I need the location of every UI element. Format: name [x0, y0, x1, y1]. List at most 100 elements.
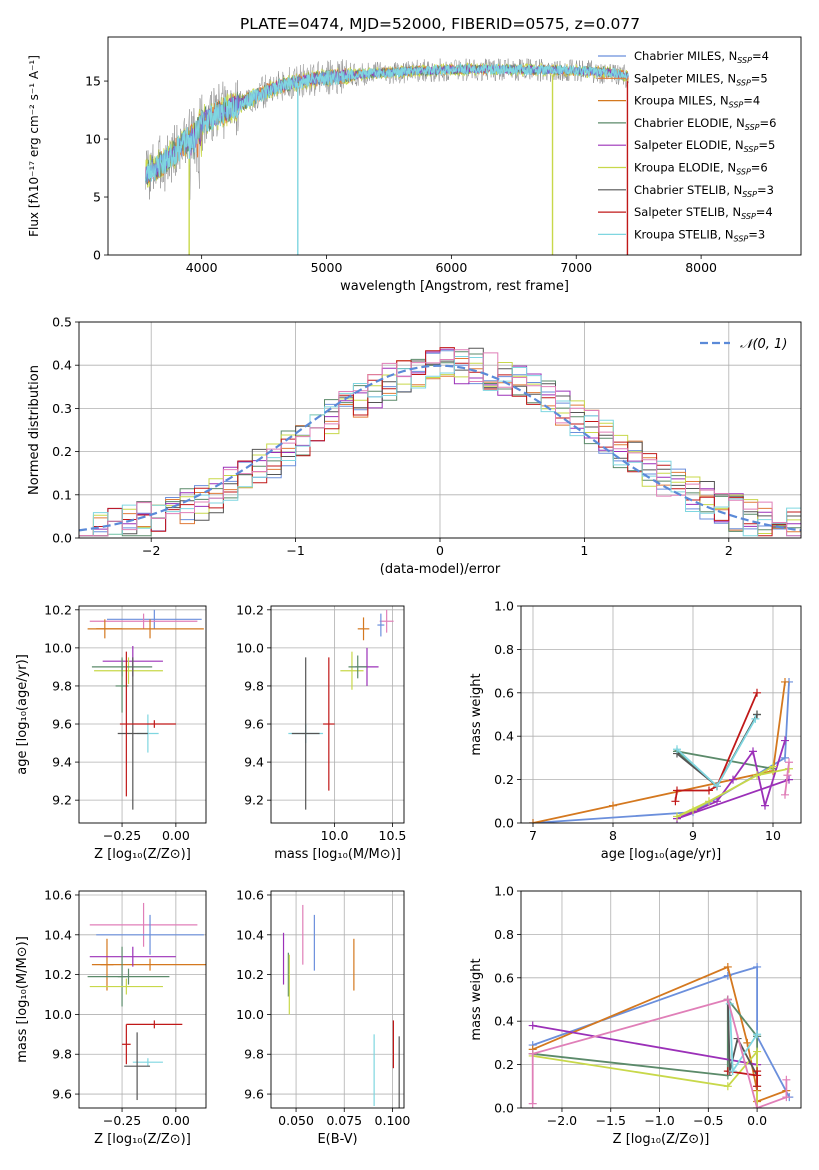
weight-marker [749, 747, 757, 756]
y-tick-label: 9.6 [244, 717, 264, 732]
age-vs-Z-points [87, 609, 204, 810]
weight-marker [723, 1082, 732, 1091]
y-tick-label: 10.4 [44, 927, 72, 942]
x-tick-label: 0.075 [326, 1113, 362, 1128]
y-tick-label: 0.6 [494, 970, 514, 985]
legend-entry: Chabrier MILES, NSSP=4 [634, 49, 769, 65]
weight-marker [528, 1021, 537, 1030]
weight-marker [753, 1067, 762, 1076]
axes-frame [270, 890, 405, 1109]
y-tick-label: 10.6 [44, 887, 72, 902]
y-tick-label: 9.6 [52, 1087, 72, 1102]
y-axis-label: mass [log₁₀(M/M⊙)] [15, 936, 30, 1063]
weight-marker [785, 758, 793, 767]
x-axis-label: E(B-V) [317, 1132, 357, 1147]
weight-marker [781, 790, 789, 799]
y-tick-label: 9.8 [52, 678, 72, 693]
y-tick-label: 10.2 [44, 602, 72, 617]
histogram-series [79, 356, 801, 537]
y-tick-label: 0.4 [494, 1014, 514, 1029]
normal-curve [79, 364, 801, 532]
x-tick-label: 7000 [560, 260, 592, 275]
y-tick-label: 0.5 [52, 315, 72, 330]
x-tick-label: 7 [529, 828, 537, 843]
y-axis-label: Normed distribution [27, 365, 42, 495]
weight-marker [528, 1099, 537, 1108]
x-axis-label: wavelength [Angstrom, rest frame] [340, 279, 569, 294]
weight-marker [609, 801, 617, 810]
histogram-group [79, 347, 801, 537]
y-axis-label: Flux [fλ10⁻¹⁷ erg cm⁻² s⁻¹ A⁻¹] [27, 55, 41, 237]
weight-marker [781, 753, 789, 762]
y-tick-label: 10.4 [236, 927, 264, 942]
weight-marker [705, 797, 713, 806]
y-tick-label: 0.8 [494, 927, 514, 942]
y-tick-label: 0.4 [52, 358, 72, 373]
y-tick-label: 0.3 [52, 401, 72, 416]
x-tick-label: 0.00 [162, 1113, 190, 1128]
weight-marker [769, 762, 777, 771]
massweight-vs-age-axes: 7 8 9 10 0.0 0.2 0.4 0.6 0.8 1.0 age [log₁₀(age/yr… [469, 599, 802, 862]
y-tick-label: 15 [85, 74, 101, 89]
weight-marker [753, 1030, 762, 1039]
y-tick-label: 0.4 [494, 729, 514, 744]
weight-marker [753, 962, 762, 971]
x-tick-label: 0.0 [747, 1113, 767, 1128]
weight-marker [673, 812, 681, 821]
weight-series [532, 681, 786, 823]
weight-series [532, 681, 790, 823]
y-tick-label: 0.2 [52, 444, 72, 459]
weight-marker [729, 775, 737, 784]
weight-marker [723, 995, 732, 1004]
y-axis-label: mass weight [469, 958, 484, 1040]
x-tick-label: −0.5 [693, 1113, 723, 1128]
legend-entry: Chabrier STELIB, NSSP=3 [634, 183, 774, 199]
y-tick-label: 9.8 [244, 678, 264, 693]
x-axis-label: (data-model)/error [380, 562, 501, 577]
y-tick-label: 0.0 [52, 531, 72, 546]
x-tick-label: 10.0 [321, 828, 349, 843]
x-tick-label: 5000 [311, 260, 343, 275]
y-tick-label: 0.0 [494, 1101, 514, 1116]
weight-marker [673, 745, 681, 754]
axes-frame [107, 36, 802, 256]
x-tick-label: −0.25 [103, 828, 141, 843]
legend-entry: Salpeter STELIB, NSSP=4 [634, 205, 773, 221]
weight-marker [528, 1049, 537, 1058]
residuals-legend: 𝒩(0, 1) [700, 337, 787, 352]
weight-series [676, 714, 758, 788]
weight-series [726, 999, 758, 1076]
axes-frame [78, 321, 802, 539]
legend-entry: 𝒩(0, 1) [740, 337, 787, 352]
y-tick-label: 1.0 [494, 599, 514, 614]
weight-series [676, 765, 790, 818]
weight-series [532, 1049, 758, 1108]
weight-marker [743, 1038, 752, 1047]
x-tick-label: 0 [436, 543, 444, 558]
weight-marker [753, 771, 761, 780]
weight-marker [753, 688, 761, 697]
axes-frame [270, 605, 405, 824]
weight-marker [753, 710, 761, 719]
weight-marker [728, 1067, 737, 1076]
age-vs-mass-axes: 10.0 10.5 9.2 9.4 9.6 9.8 10.0 10.2 mass [log₁₀(… [236, 602, 406, 862]
legend-entry: Kroupa ELODIE, NSSP=6 [634, 161, 768, 177]
x-tick-label: −2 [142, 543, 160, 558]
x-axis-label: Z [log₁₀(Z/Z⊙)] [94, 847, 191, 862]
age-vs-mass-points [288, 609, 394, 810]
y-tick-label: 10.0 [44, 640, 72, 655]
weight-series [676, 718, 757, 788]
x-tick-label: 6000 [435, 260, 467, 275]
weight-marker [671, 797, 680, 806]
x-tick-label: 8000 [685, 260, 717, 275]
massweight-vs-Z-axes: −2.0 −1.5 −1.0 −0.5 0.0 0.0 0.2 0.4 0.6 0.8 1.0 Z [… [469, 884, 802, 1147]
legend-entry: Salpeter MILES, NSSP=5 [634, 71, 768, 87]
y-tick-label: 9.6 [52, 717, 72, 732]
legend-entry: Kroupa STELIB, NSSP=3 [634, 227, 765, 243]
y-tick-label: 10.2 [44, 967, 72, 982]
y-tick-label: 10.0 [44, 1007, 72, 1022]
massweight-vs-age-lines [529, 677, 793, 823]
y-tick-label: 10.2 [236, 967, 264, 982]
y-tick-label: 10.2 [236, 602, 264, 617]
